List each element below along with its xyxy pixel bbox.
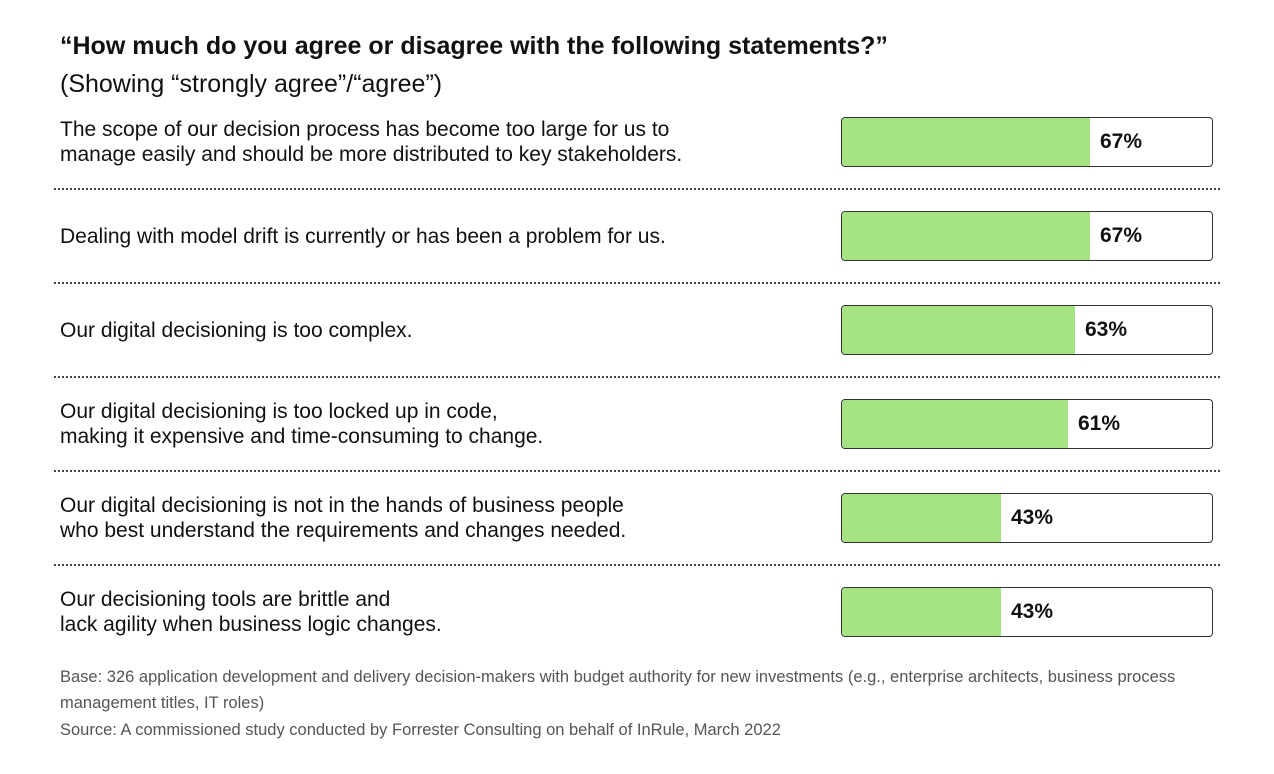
category-label: Our digital decisioning is too locked up… (60, 400, 544, 448)
bar (842, 118, 1090, 166)
bar-track: 61% (841, 399, 1213, 449)
category-label: Our digital decisioning is not in the ha… (60, 494, 627, 542)
bar (842, 588, 1001, 636)
row-divider (54, 470, 1220, 472)
row-divider (54, 282, 1220, 284)
bar-row: The scope of our decision process has be… (0, 95, 1274, 189)
row-divider (54, 564, 1220, 566)
bar-track: 43% (841, 493, 1213, 543)
bar (842, 306, 1075, 354)
bar-value-label: 63% (1085, 318, 1128, 341)
bar (842, 212, 1090, 260)
bar-value-label: 67% (1100, 224, 1143, 247)
bar-value-label: 61% (1078, 412, 1121, 435)
bar-row: Our digital decisioning is not in the ha… (0, 471, 1274, 565)
bar-track: 63% (841, 305, 1213, 355)
bar-row: Our digital decisioning is too complex. 6… (0, 283, 1274, 377)
bar-row: Our digital decisioning is too locked up… (0, 377, 1274, 471)
base-footnote: Base: 326 application development and de… (60, 668, 1176, 712)
source-footnote: Source: A commissioned study conducted b… (60, 721, 781, 739)
bar (842, 494, 1001, 542)
bar-row: Our decisioning tools are brittle and la… (0, 565, 1274, 659)
chart-title: “How much do you agree or disagree with … (60, 32, 888, 60)
bar-value-label: 43% (1011, 506, 1054, 529)
bar (842, 400, 1068, 448)
bar-value-label: 43% (1011, 600, 1054, 623)
row-divider (54, 376, 1220, 378)
category-label: Our decisioning tools are brittle and la… (60, 588, 442, 636)
row-divider (54, 188, 1220, 190)
bar-track: 67% (841, 211, 1213, 261)
chart-subtitle: (Showing “strongly agree”/“agree”) (60, 70, 443, 98)
category-label: Our digital decisioning is too complex. (60, 318, 413, 342)
bar-value-label: 67% (1100, 130, 1143, 153)
category-label: The scope of our decision process has be… (60, 118, 683, 166)
category-label: Dealing with model drift is currently or… (60, 224, 666, 248)
bar-row: Dealing with model drift is currently or… (0, 189, 1274, 283)
bar-track: 43% (841, 587, 1213, 637)
bar-track: 67% (841, 117, 1213, 167)
